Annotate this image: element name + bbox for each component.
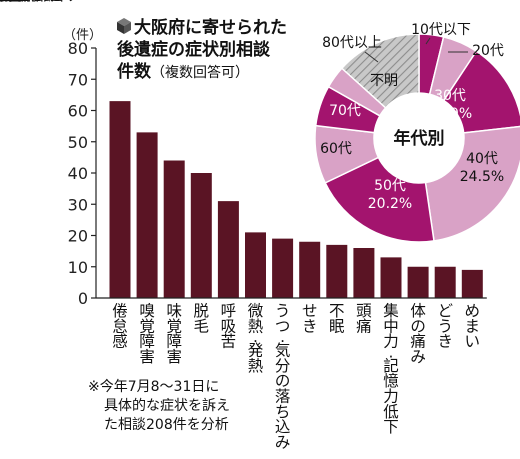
bar xyxy=(272,238,294,298)
bar xyxy=(217,201,239,298)
pie-slice-label: 不明 xyxy=(370,73,398,89)
pie-slice xyxy=(424,125,520,242)
bar xyxy=(326,244,348,298)
pie-leader-line xyxy=(364,51,379,63)
note-line-1: ※今年7月8〜31日に xyxy=(88,379,219,395)
bar xyxy=(245,232,266,298)
y-tick-label: 60 xyxy=(68,102,88,121)
bars xyxy=(96,101,487,299)
note-line-3: た相談208件を分析 xyxy=(104,417,229,433)
y-axis-unit-label: （件） xyxy=(63,28,102,43)
pie-slice xyxy=(442,50,520,134)
y-tick-label: 70 xyxy=(68,70,88,89)
y-tick-label: 80 xyxy=(68,39,88,58)
pie-slice-label: 70代 xyxy=(329,103,361,119)
bar xyxy=(380,257,402,298)
bar xyxy=(353,248,375,298)
pie-slice-value: 20.2% xyxy=(368,196,412,212)
note-line-2: 具体的な症状を訴え xyxy=(104,398,230,414)
pie-slice xyxy=(340,33,420,109)
y-tick-label: 0 xyxy=(78,289,88,308)
bar xyxy=(190,173,212,298)
pie-slice-label: 30代 xyxy=(434,88,466,104)
bar xyxy=(136,132,158,298)
pie-slice-value: 24.5% xyxy=(460,169,504,185)
pie-center-label: 年代別 xyxy=(394,128,445,149)
pie-slices xyxy=(314,33,520,243)
y-tick-label: 20 xyxy=(68,227,88,246)
title-line-3-sub: （複数回答可） xyxy=(151,64,249,81)
cube-icon xyxy=(117,18,131,34)
pie-slice-label: 20代 xyxy=(472,43,504,59)
y-ticks: 0 10 20 30 40 50 60 70 80 xyxy=(68,39,96,308)
y-tick-label: 10 xyxy=(68,258,88,277)
pie-slice-label: 80代以上 xyxy=(322,35,382,51)
pie-slice-label: 40代 xyxy=(466,151,498,167)
y-tick-label: 50 xyxy=(68,133,88,152)
pie-slice-value: 13.9% xyxy=(428,106,472,122)
bar xyxy=(299,241,321,298)
bar xyxy=(407,266,429,298)
bar xyxy=(163,160,185,298)
y-tick-label: 30 xyxy=(68,195,88,214)
title-line-2: 後遺症の症状別相談 xyxy=(117,39,271,60)
pie-slice-label: 60代 xyxy=(320,141,352,157)
bar xyxy=(109,101,131,298)
title-block: 大阪府に寄せられた 後遺症の症状別相談 件数（複数回答可） xyxy=(117,17,287,82)
footnote: ※今年7月8〜31日に 具体的な症状を訴え た相談208件を分析 xyxy=(88,379,230,433)
pie-slice-label: 50代 xyxy=(374,178,406,194)
pie-slice xyxy=(324,156,435,243)
title-line-1: 大阪府に寄せられた xyxy=(134,17,287,38)
pie-leader-line xyxy=(425,37,431,45)
y-tick-label: 40 xyxy=(68,164,88,183)
svg-text:件数（複数回答可）: 件数（複数回答可） xyxy=(117,61,249,82)
bar xyxy=(434,266,456,298)
bar xyxy=(461,269,483,298)
pie-slice-label: 10代以下 xyxy=(411,22,471,38)
title-line-3: 件数 xyxy=(117,61,152,82)
